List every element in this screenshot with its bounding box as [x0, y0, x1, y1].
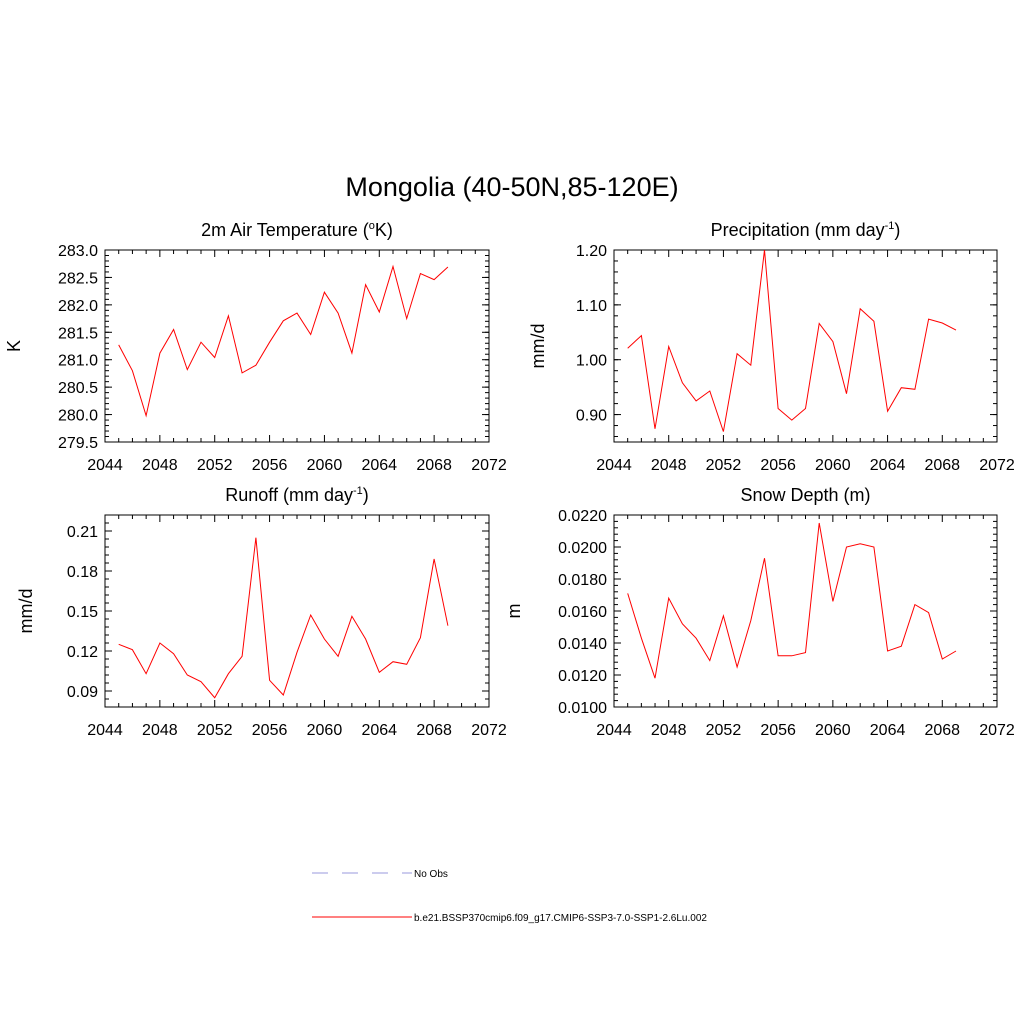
panel-title: Runoff (mm day-1) [225, 485, 369, 505]
y-tick-label: 1.10 [576, 298, 607, 315]
y-tick-label: 0.90 [576, 408, 607, 425]
y-tick-label: 0.0160 [558, 604, 607, 621]
y-tick-label: 0.18 [67, 564, 98, 581]
legend-obs-label: No Obs [414, 869, 448, 880]
x-tick-label: 2072 [471, 722, 507, 739]
x-tick-label: 2060 [307, 457, 343, 474]
panel-title: Precipitation (mm day-1) [711, 220, 901, 240]
x-tick-label: 2072 [979, 457, 1015, 474]
x-tick-label: 2044 [596, 457, 632, 474]
x-tick-label: 2068 [924, 722, 960, 739]
y-tick-label: 0.12 [67, 644, 98, 661]
x-tick-label: 2064 [361, 722, 397, 739]
y-tick-label: 0.0200 [558, 540, 607, 557]
series-line [118, 537, 449, 699]
y-tick-label: 0.0100 [558, 700, 607, 717]
y-tick-label: 280.5 [58, 380, 98, 397]
x-tick-label: 2064 [361, 457, 397, 474]
chart-panel-snow-depth: Snow Depth (m) m 2044 2048 2052 2056 2060 2064 2… [504, 485, 1015, 739]
x-tick-label: 2060 [815, 722, 851, 739]
y-tick-label: 0.0180 [558, 572, 607, 589]
figure-title: Mongolia (40-50N,85-120E) [345, 172, 678, 202]
chart-panels: 2m Air Temperature (oK) K 2044 2048 2052 2056… [4, 220, 1015, 739]
x-tick-label: 2072 [471, 457, 507, 474]
x-tick-label: 2052 [197, 457, 233, 474]
x-tick-label: 2048 [651, 722, 687, 739]
x-tick-label: 2052 [706, 457, 742, 474]
x-tick-label: 2064 [870, 722, 906, 739]
panel-title: Snow Depth (m) [740, 485, 870, 505]
y-tick-label: 0.0220 [558, 508, 607, 525]
chart-panel-precipitation: Precipitation (mm day-1) mm/d 2044 2048 2052… [528, 220, 1015, 474]
y-tick-label: 1.00 [576, 353, 607, 370]
y-tick-label: 281.5 [58, 325, 98, 342]
chart-panel-runoff: Runoff (mm day-1) mm/d 2044 2048 2052 2056 206… [16, 485, 507, 739]
x-tick-label: 2068 [416, 722, 452, 739]
x-tick-label: 2052 [706, 722, 742, 739]
y-tick-label: 0.0140 [558, 636, 607, 653]
x-tick-label: 2068 [924, 457, 960, 474]
series-line [627, 249, 957, 432]
plot-frame [613, 249, 998, 443]
y-axis-label: mm/d [16, 589, 36, 634]
x-tick-label: 2064 [870, 457, 906, 474]
x-tick-label: 2060 [815, 457, 851, 474]
y-tick-label: 0.0120 [558, 668, 607, 685]
x-tick-label: 2056 [760, 722, 796, 739]
x-tick-label: 2048 [142, 722, 178, 739]
panel-title: 2m Air Temperature (oK) [201, 220, 393, 240]
x-tick-label: 2068 [416, 457, 452, 474]
y-tick-label: 1.20 [576, 243, 607, 260]
legend: No Obs b.e21.BSSP370cmip6.f09_g17.CMIP6-… [312, 869, 707, 924]
series-line [627, 522, 957, 679]
y-axis-label: m [504, 604, 524, 619]
x-tick-label: 2072 [979, 722, 1015, 739]
y-tick-label: 0.09 [67, 684, 98, 701]
plot-frame [104, 514, 490, 708]
legend-model-label: b.e21.BSSP370cmip6.f09_g17.CMIP6-SSP3-7.… [414, 913, 707, 924]
x-tick-label: 2052 [197, 722, 233, 739]
y-tick-label: 279.5 [58, 435, 98, 452]
plot-frame [613, 514, 998, 708]
x-tick-label: 2048 [651, 457, 687, 474]
x-tick-label: 2044 [87, 457, 123, 474]
x-tick-label: 2060 [307, 722, 343, 739]
x-tick-label: 2044 [87, 722, 123, 739]
x-tick-label: 2056 [760, 457, 796, 474]
y-tick-label: 282.0 [58, 298, 98, 315]
y-tick-label: 281.0 [58, 353, 98, 370]
x-tick-label: 2044 [596, 722, 632, 739]
y-axis-label: mm/d [528, 324, 548, 369]
y-tick-label: 282.5 [58, 270, 98, 287]
chart-panel-temperature: 2m Air Temperature (oK) K 2044 2048 2052 2056… [4, 220, 507, 474]
x-tick-label: 2056 [252, 722, 288, 739]
x-tick-label: 2048 [142, 457, 178, 474]
y-tick-label: 0.21 [67, 524, 98, 541]
y-axis-label: K [4, 340, 24, 352]
y-tick-label: 283.0 [58, 243, 98, 260]
y-tick-label: 280.0 [58, 408, 98, 425]
series-line [118, 264, 449, 418]
x-tick-label: 2056 [252, 457, 288, 474]
y-tick-label: 0.15 [67, 604, 98, 621]
